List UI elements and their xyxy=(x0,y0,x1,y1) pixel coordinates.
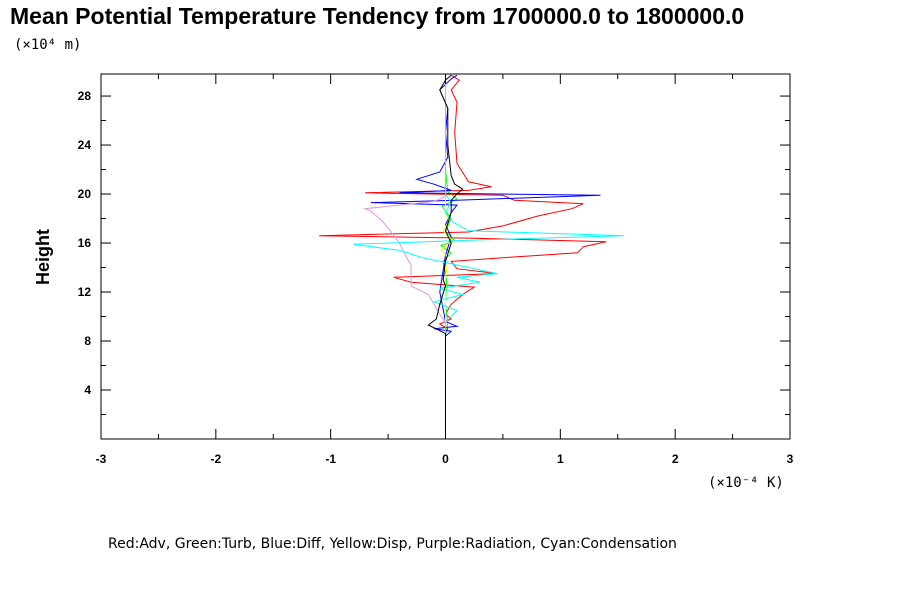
series-line-condensation xyxy=(353,75,624,439)
y-unit-label: (×10⁴ m) xyxy=(14,37,81,53)
y-tick-label: 4 xyxy=(84,383,91,397)
y-tick-label: 16 xyxy=(78,236,92,250)
minor-ticks xyxy=(101,74,790,439)
y-tick-label: 28 xyxy=(78,89,92,103)
y-tick-label: 8 xyxy=(84,334,91,348)
x-tick-label: 1 xyxy=(557,452,564,466)
y-tick-label: 20 xyxy=(78,187,92,201)
x-tick-label: -1 xyxy=(325,452,336,466)
chart-title: Mean Potential Temperature Tendency from… xyxy=(10,3,744,29)
legend: Red:Adv, Green:Turb, Blue:Diff, Yellow:D… xyxy=(108,536,677,552)
x-tick-label: -2 xyxy=(210,452,221,466)
series-line-adv xyxy=(319,74,607,439)
x-tick-label: 2 xyxy=(672,452,679,466)
series-layer xyxy=(319,74,624,439)
x-axis: -3 -2 -1 0 1 2 3 xyxy=(96,74,794,466)
series-line-diff xyxy=(370,74,601,439)
x-tick-label: -3 xyxy=(96,452,107,466)
y-axis: 4 8 12 16 20 24 28 xyxy=(78,89,790,397)
series-line-total xyxy=(427,74,464,439)
x-unit-label: (×10⁻⁴ K) xyxy=(708,475,784,491)
y-axis-label: Height xyxy=(33,229,53,285)
y-tick-label: 24 xyxy=(78,138,92,152)
x-tick-label: 0 xyxy=(442,452,449,466)
x-tick-label: 3 xyxy=(787,452,794,466)
series-line-radiation xyxy=(363,75,446,439)
y-tick-label: 12 xyxy=(78,285,92,299)
series-line-turb xyxy=(439,75,458,439)
